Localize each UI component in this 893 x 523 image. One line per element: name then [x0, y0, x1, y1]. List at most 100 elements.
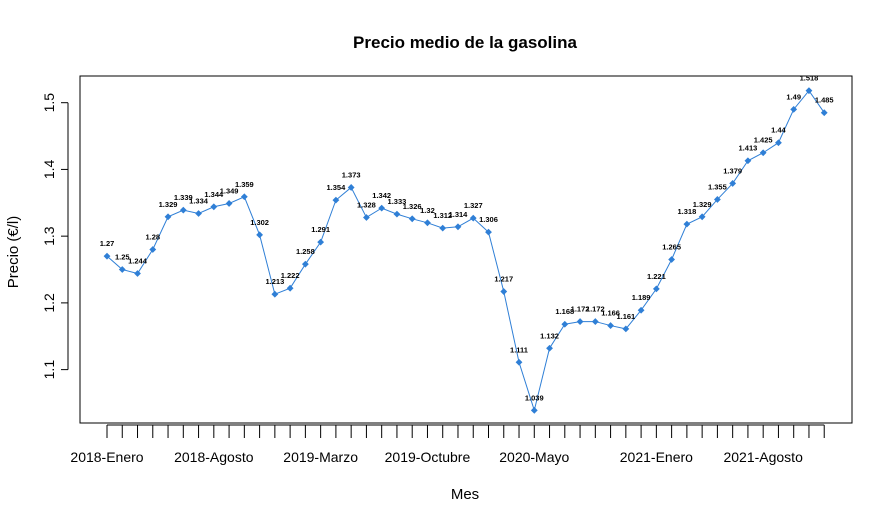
data-label: 1.518: [800, 74, 819, 83]
data-point: [103, 252, 111, 260]
data-label: 1.327: [464, 201, 483, 210]
data-point: [515, 358, 523, 366]
data-label: 1.039: [525, 393, 544, 402]
data-point: [759, 149, 767, 157]
x-tick-label: 2021-Agosto: [723, 449, 803, 465]
data-point: [500, 288, 508, 295]
data-label: 1.328: [357, 200, 376, 209]
data-label: 1.329: [693, 200, 712, 209]
series-layer: [103, 87, 828, 414]
data-label: 1.222: [281, 271, 300, 280]
data-point: [469, 214, 477, 222]
data-label: 1.342: [372, 191, 391, 200]
data-label: 1.333: [388, 197, 407, 206]
data-point: [164, 213, 172, 221]
data-point: [134, 270, 141, 277]
data-label: 1.302: [250, 218, 269, 227]
data-point: [561, 320, 569, 328]
data-point: [485, 228, 492, 236]
data-label: 1.318: [677, 207, 696, 216]
data-label: 1.329: [159, 200, 178, 209]
data-point: [210, 203, 218, 211]
y-tick-label: 1.4: [41, 159, 57, 179]
data-label: 1.354: [327, 183, 347, 192]
data-point: [454, 223, 462, 231]
data-label: 1.166: [601, 309, 620, 318]
data-point: [622, 325, 630, 333]
data-point: [683, 220, 691, 228]
data-point: [286, 284, 294, 292]
x-tick-label: 2021-Enero: [620, 449, 693, 465]
data-point: [729, 180, 737, 187]
data-point: [637, 306, 645, 314]
data-labels-layer: 1.271.251.2441.281.3291.3391.3341.3441.3…: [100, 74, 834, 403]
x-tick-label: 2019-Marzo: [283, 449, 358, 465]
data-point: [546, 344, 553, 352]
data-point: [179, 206, 187, 214]
data-point: [790, 105, 798, 113]
data-label: 1.265: [662, 243, 681, 252]
data-label: 1.314: [449, 210, 469, 219]
x-tick-label: 2018-Enero: [70, 449, 143, 465]
data-label: 1.344: [204, 190, 224, 199]
data-label: 1.49: [786, 92, 801, 101]
data-label: 1.111: [510, 345, 528, 354]
data-label: 1.44: [771, 126, 786, 135]
data-point: [347, 184, 355, 191]
data-point: [439, 224, 447, 232]
data-label: 1.27: [100, 239, 115, 248]
data-point: [805, 87, 813, 95]
data-label: 1.359: [235, 180, 254, 189]
x-tick-label: 2019-Octubre: [385, 449, 471, 465]
data-point: [698, 213, 706, 221]
data-label: 1.25: [115, 253, 130, 262]
data-point: [317, 238, 325, 246]
series-line: [106, 89, 825, 413]
x-tick-label: 2018-Agosto: [174, 449, 254, 465]
x-axis-title: Mes: [451, 486, 479, 503]
data-point: [652, 285, 660, 293]
data-point: [271, 290, 279, 298]
data-point: [256, 231, 263, 239]
y-axis-title: Precio (€/l): [5, 216, 22, 289]
data-point: [301, 260, 309, 268]
data-point: [530, 406, 538, 414]
x-tick-label: 2020-Mayo: [499, 449, 569, 465]
data-label: 1.28: [145, 233, 160, 242]
data-point: [149, 246, 157, 253]
data-label: 1.258: [296, 247, 315, 256]
data-point: [118, 266, 126, 273]
data-label: 1.168: [555, 307, 574, 316]
data-label: 1.221: [647, 272, 666, 281]
data-label: 1.373: [342, 170, 361, 179]
data-label: 1.291: [311, 225, 330, 234]
data-label: 1.485: [815, 96, 834, 105]
data-label: 1.379: [723, 166, 742, 175]
data-label: 1.132: [540, 331, 559, 340]
data-label: 1.326: [403, 202, 422, 211]
data-point: [240, 193, 248, 201]
x-axis: 2018-Enero 2018-Agosto 2019-Marzo 2019-Octu…: [70, 424, 825, 465]
plot-area: [79, 75, 853, 424]
data-label: 1.161: [616, 312, 635, 321]
data-label: 1.312: [433, 211, 452, 220]
y-tick-label: 1.2: [41, 293, 57, 313]
data-label: 1.172: [571, 305, 590, 314]
data-point: [332, 196, 340, 204]
data-point: [393, 210, 401, 218]
data-point: [225, 200, 233, 207]
data-point: [775, 139, 782, 147]
data-point: [363, 214, 370, 221]
data-label: 1.244: [128, 257, 148, 266]
chart-title: Precio medio de la gasolina: [353, 33, 577, 52]
data-point: [668, 256, 676, 263]
data-label: 1.217: [494, 275, 513, 284]
data-point: [424, 219, 431, 227]
data-point: [576, 318, 584, 325]
data-point: [607, 322, 614, 329]
y-tick-label: 1.3: [41, 226, 57, 246]
data-label: 1.306: [479, 215, 498, 224]
data-label: 1.413: [739, 144, 758, 153]
data-label: 1.339: [174, 193, 193, 202]
